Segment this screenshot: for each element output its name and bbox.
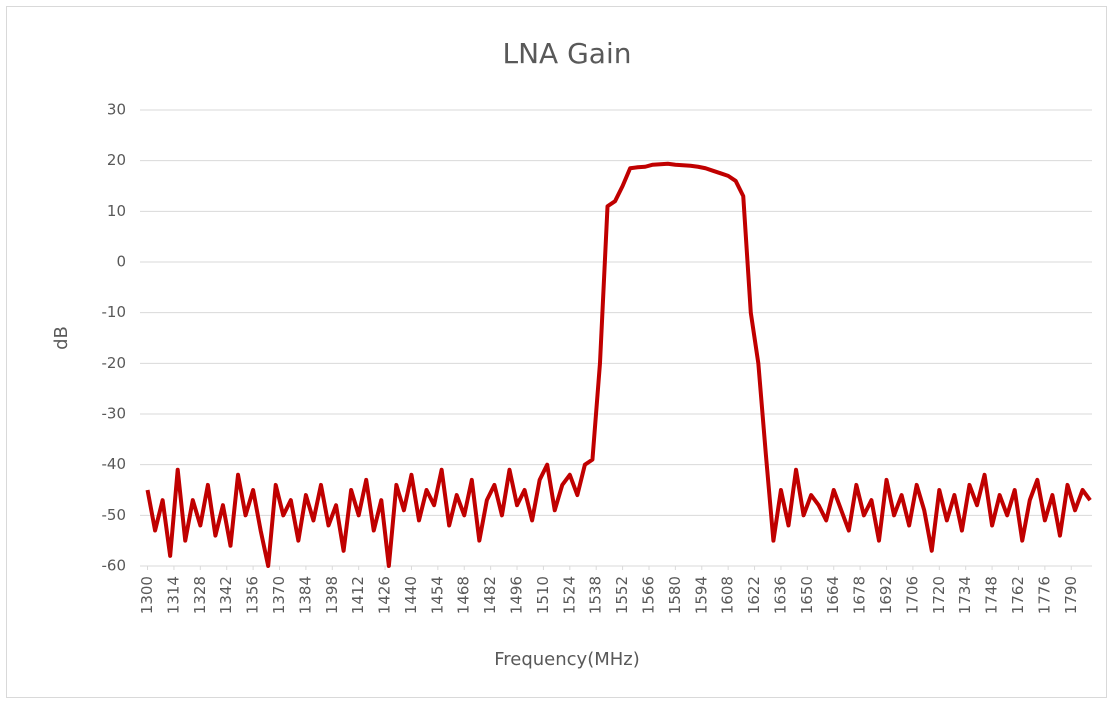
x-tick-label: 1496 <box>508 576 526 614</box>
x-tick-label: 1608 <box>719 576 737 614</box>
x-tick-label: 1468 <box>455 576 473 614</box>
x-tick-label: 1636 <box>771 576 789 614</box>
x-tick-label: 1664 <box>824 576 842 614</box>
x-tick-label: 1734 <box>956 576 974 614</box>
x-tick-label: 1720 <box>930 576 948 614</box>
y-tick-label: -30 <box>102 405 127 423</box>
y-tick-label: -60 <box>102 557 127 575</box>
x-tick-label: 1454 <box>428 576 446 614</box>
y-tick-label: -20 <box>102 354 127 372</box>
x-tick-label: 1580 <box>666 576 684 614</box>
y-tick-label: 20 <box>107 151 126 169</box>
x-tick-label: 1342 <box>217 576 235 614</box>
x-tick-label: 1300 <box>138 576 156 614</box>
x-tick-label: 1538 <box>587 576 605 614</box>
x-tick-label: 1356 <box>244 576 262 614</box>
x-tick-label: 1510 <box>534 576 552 614</box>
x-tick-label: 1566 <box>639 576 657 614</box>
x-tick-label: 1426 <box>376 576 394 614</box>
y-axis-label: dB <box>51 326 72 350</box>
chart-border <box>6 6 1107 698</box>
x-tick-label: 1412 <box>349 576 367 614</box>
y-tick-label: -40 <box>102 455 127 473</box>
x-tick-label: 1594 <box>692 576 710 614</box>
x-tick-label: 1398 <box>323 576 341 614</box>
x-tick-label: 1790 <box>1062 576 1080 614</box>
x-axis-label: Frequency(MHz) <box>494 649 640 670</box>
x-tick-label: 1384 <box>296 576 314 614</box>
x-tick-label: 1314 <box>164 576 182 614</box>
x-tick-label: 1328 <box>191 576 209 614</box>
y-tick-label: 0 <box>116 253 126 271</box>
x-tick-label: 1650 <box>798 576 816 614</box>
x-tick-label: 1524 <box>560 576 578 614</box>
x-tick-label: 1552 <box>613 576 631 614</box>
chart-title: LNA Gain <box>503 37 632 70</box>
y-tick-label: -50 <box>102 506 127 524</box>
x-tick-label: 1678 <box>851 576 869 614</box>
x-tick-label: 1440 <box>402 576 420 614</box>
y-tick-label: 30 <box>107 101 126 119</box>
x-tick-label: 1482 <box>481 576 499 614</box>
y-tick-label: 10 <box>107 202 126 220</box>
x-tick-label: 1776 <box>1035 576 1053 614</box>
x-tick-label: 1622 <box>745 576 763 614</box>
x-tick-label: 1762 <box>1009 576 1027 614</box>
x-tick-label: 1706 <box>903 576 921 614</box>
line <box>145 161 1092 568</box>
x-tick-label: 1748 <box>983 576 1001 614</box>
y-tick-label: -10 <box>102 303 127 321</box>
x-tick-label: 1692 <box>877 576 895 614</box>
x-tick-label: 1370 <box>270 576 288 614</box>
